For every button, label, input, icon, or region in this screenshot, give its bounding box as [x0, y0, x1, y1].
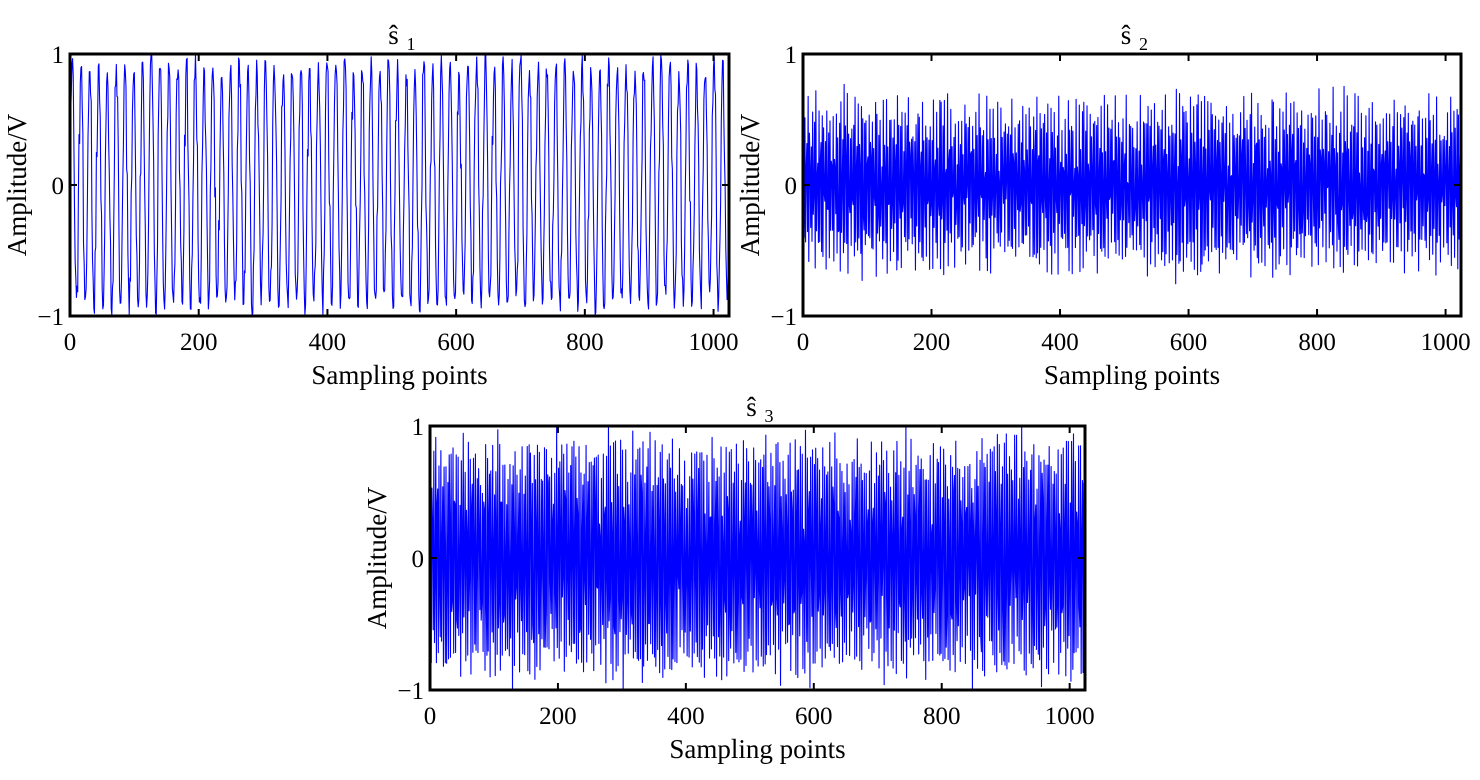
title-base-s2: ŝ: [1121, 20, 1132, 50]
series-line-s3: [430, 426, 1085, 690]
x-tick-label-s2-1000: 1000: [1421, 329, 1471, 356]
x-tick-label-s3-1000: 1000: [1045, 703, 1095, 730]
x-axis-label-s3: Sampling points: [669, 734, 845, 764]
x-tick-label-s2-400: 400: [1041, 329, 1079, 356]
x-tick-label-s3-600: 600: [795, 703, 833, 730]
x-tick-label-s1-1000: 1000: [689, 329, 739, 356]
title-base-s3: ŝ: [746, 392, 757, 422]
series-line-s2: [803, 83, 1461, 285]
x-tick-label-s3-400: 400: [667, 703, 705, 730]
y-tick-label-s1-2: 1: [52, 42, 65, 69]
y-tick-label-s1-1: 0: [52, 173, 65, 200]
x-tick-label-s3-200: 200: [539, 703, 577, 730]
y-axis-label-s2: Amplitude/V: [735, 113, 765, 256]
y-tick-label-s3-1: 0: [412, 546, 425, 573]
x-tick-label-s2-800: 800: [1298, 329, 1336, 356]
y-tick-label-s2-0: −1: [770, 304, 797, 331]
x-tick-label-s1-800: 800: [566, 329, 604, 356]
y-tick-label-s2-2: 1: [785, 42, 798, 69]
x-tick-label-s1-400: 400: [309, 329, 347, 356]
x-tick-label-s1-200: 200: [180, 329, 218, 356]
title-subscript-s1: 1: [407, 34, 416, 54]
x-tick-label-s1-0: 0: [64, 329, 77, 356]
x-tick-label-s3-800: 800: [923, 703, 961, 730]
x-axis-label-s1: Sampling points: [311, 360, 487, 390]
x-tick-label-s3-0: 0: [424, 703, 437, 730]
title-subscript-s2: 2: [1139, 34, 1148, 54]
title-subscript-s3: 3: [765, 406, 774, 426]
y-axis-label-s3: Amplitude/V: [362, 486, 392, 629]
y-tick-label-s3-0: −1: [397, 678, 424, 705]
y-tick-label-s1-0: −1: [37, 304, 64, 331]
series-line-s1: [70, 54, 729, 316]
title-base-s1: ŝ: [388, 20, 399, 50]
x-tick-label-s2-0: 0: [797, 329, 810, 356]
x-tick-label-s2-200: 200: [913, 329, 951, 356]
x-tick-label-s2-600: 600: [1170, 329, 1208, 356]
x-axis-label-s2: Sampling points: [1044, 360, 1220, 390]
y-axis-label-s1: Amplitude/V: [2, 113, 32, 256]
x-tick-label-s1-600: 600: [437, 329, 475, 356]
y-tick-label-s3-2: 1: [412, 414, 425, 441]
y-tick-label-s2-1: 0: [785, 173, 798, 200]
